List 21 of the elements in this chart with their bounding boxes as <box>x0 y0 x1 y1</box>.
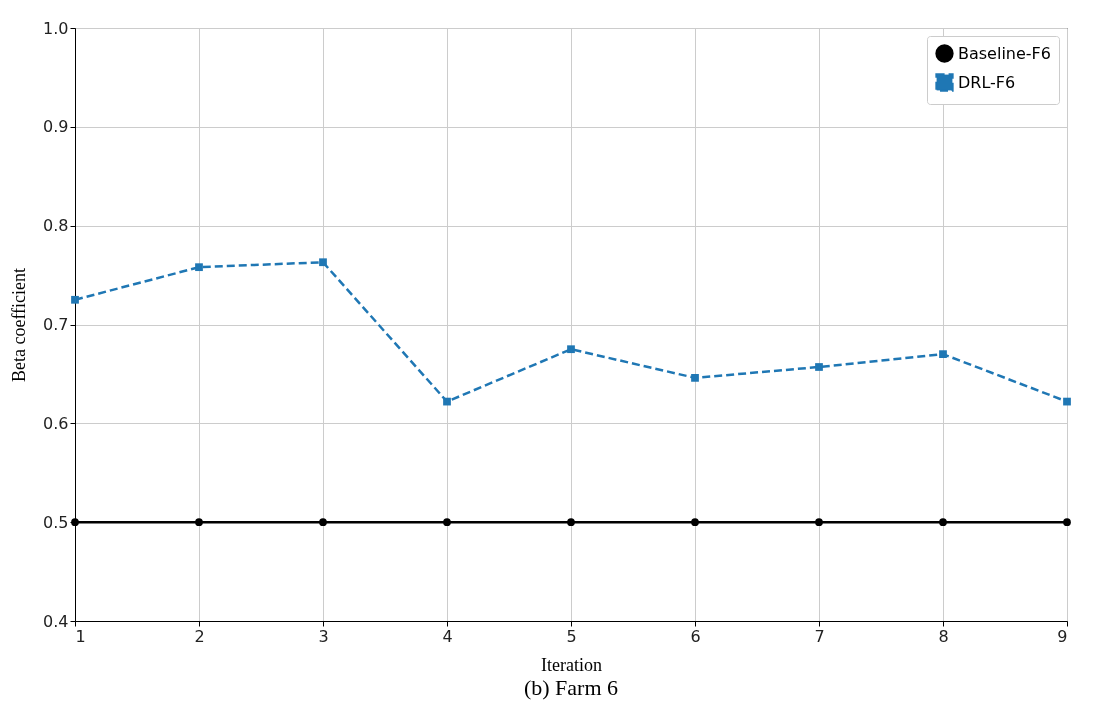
y-tick-label: 0.5 <box>43 512 69 532</box>
y-tick-label: 0.9 <box>43 117 69 137</box>
y-tick-label: 0.7 <box>43 315 69 334</box>
x-tick-label: 6 <box>690 626 701 646</box>
y-tick-label: 1.0 <box>43 18 69 38</box>
legend-label: Baseline-F6 <box>958 43 1051 63</box>
y-axis-title: Beta coefficient <box>9 267 30 383</box>
x-tick-label: 4 <box>442 626 453 646</box>
y-tick-label: 0.4 <box>43 611 69 631</box>
x-tick-label: 3 <box>318 626 329 646</box>
x-axis-title: Iteration <box>541 654 602 675</box>
legend-label: DRL-F6 <box>958 72 1016 92</box>
x-tick-label: 1 <box>75 626 86 646</box>
x-tick-label: 2 <box>194 626 205 646</box>
text: (b) Farm 6 <box>523 675 619 700</box>
y-tick-label: 0.6 <box>43 413 69 433</box>
x-tick-label: 9 <box>1057 626 1068 646</box>
y-tick-label: 0.8 <box>43 216 69 236</box>
x-tick-label: 8 <box>938 626 949 646</box>
x-tick-label: 7 <box>814 626 825 646</box>
x-tick-label: 5 <box>566 626 577 646</box>
